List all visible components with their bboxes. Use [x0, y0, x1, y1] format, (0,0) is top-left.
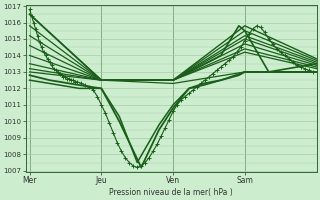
X-axis label: Pression niveau de la mer( hPa ): Pression niveau de la mer( hPa ) — [109, 188, 233, 197]
